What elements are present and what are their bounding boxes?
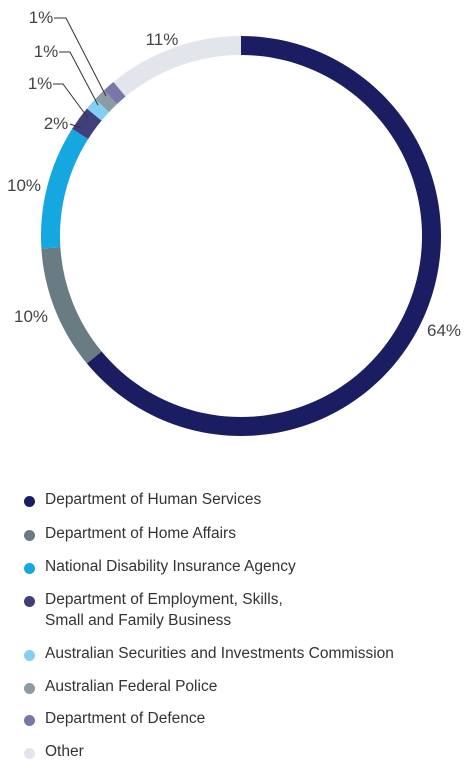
legend-swatch bbox=[24, 683, 35, 694]
data-label-national-disability-insurance-agency: 10% bbox=[7, 176, 41, 195]
slice-department-of-home-affairs bbox=[41, 247, 102, 364]
legend-label: Department of Home Affairs bbox=[45, 525, 236, 542]
legend-swatch bbox=[24, 715, 35, 726]
data-label-australian-securities-and-investments-commission: 1% bbox=[28, 74, 53, 93]
legend-label: Other bbox=[45, 743, 84, 760]
legend-label: Small and Family Business bbox=[45, 612, 232, 629]
leader-line-department-of-employment-skills-small-and-family-business bbox=[69, 123, 82, 129]
legend-label: National Disability Insurance Agency bbox=[45, 558, 296, 575]
slice-department-of-human-services bbox=[86, 36, 442, 437]
legend-swatch bbox=[24, 530, 35, 541]
slice-other bbox=[113, 36, 241, 97]
legend-item-national-disability-insurance-agency: National Disability Insurance Agency bbox=[22, 556, 296, 577]
slice-australian-securities-and-investments-commission bbox=[86, 99, 110, 121]
donut-chart: 64% 10% 10% 2% 1% 1% 1% 11% bbox=[7, 8, 461, 437]
slice-department-of-employment-skills-small-and-family-business bbox=[72, 108, 102, 140]
legend-item-department-of-employment-skills-small-and-family-business: Department of Employment, Skills, Small a… bbox=[22, 589, 283, 631]
legend-swatch bbox=[24, 496, 35, 507]
data-labels: 64% 10% 10% 2% 1% 1% 1% 11% bbox=[7, 8, 461, 340]
legend-item-department-of-defence: Department of Defence bbox=[22, 708, 205, 729]
slice-national-disability-insurance-agency bbox=[41, 128, 89, 249]
leader-lines bbox=[53, 17, 107, 129]
legend-label: Department of Defence bbox=[45, 710, 206, 727]
legend-item-other: Other bbox=[22, 741, 84, 762]
legend-item-australian-federal-police: Australian Federal Police bbox=[22, 676, 217, 697]
legend-swatch bbox=[24, 563, 35, 574]
leader-line-australian-federal-police bbox=[59, 51, 99, 106]
legend-swatch bbox=[24, 650, 35, 661]
legend-label: Australian Securities and Investments Co… bbox=[45, 645, 394, 662]
legend-label: Australian Federal Police bbox=[45, 678, 218, 695]
legend-item-australian-securities-and-investments-commission: Australian Securities and Investments Co… bbox=[22, 643, 394, 664]
leader-line-australian-securities-and-investments-commission bbox=[53, 83, 89, 119]
donut-slices bbox=[41, 36, 442, 437]
legend-item-department-of-home-affairs: Department of Home Affairs bbox=[22, 523, 236, 544]
legend-swatch bbox=[24, 596, 35, 607]
legend-label: Department of Human Services bbox=[45, 491, 262, 508]
legend-label: Department of Employment, Skills, bbox=[45, 591, 283, 608]
slice-australian-federal-police bbox=[95, 90, 118, 113]
data-label-other: 11% bbox=[146, 30, 179, 49]
data-label-department-of-home-affairs: 10% bbox=[14, 307, 48, 326]
data-label-australian-federal-police: 1% bbox=[34, 42, 59, 61]
slice-department-of-defence bbox=[104, 81, 126, 105]
data-label-department-of-employment-skills-small-and-family-business: 2% bbox=[44, 114, 69, 133]
legend-swatch bbox=[24, 748, 35, 759]
leader-line-department-of-defence bbox=[54, 17, 107, 97]
data-label-department-of-human-services: 64% bbox=[427, 321, 461, 340]
data-label-department-of-defence: 1% bbox=[29, 8, 54, 27]
legend-item-department-of-human-services: Department of Human Services bbox=[22, 489, 261, 510]
